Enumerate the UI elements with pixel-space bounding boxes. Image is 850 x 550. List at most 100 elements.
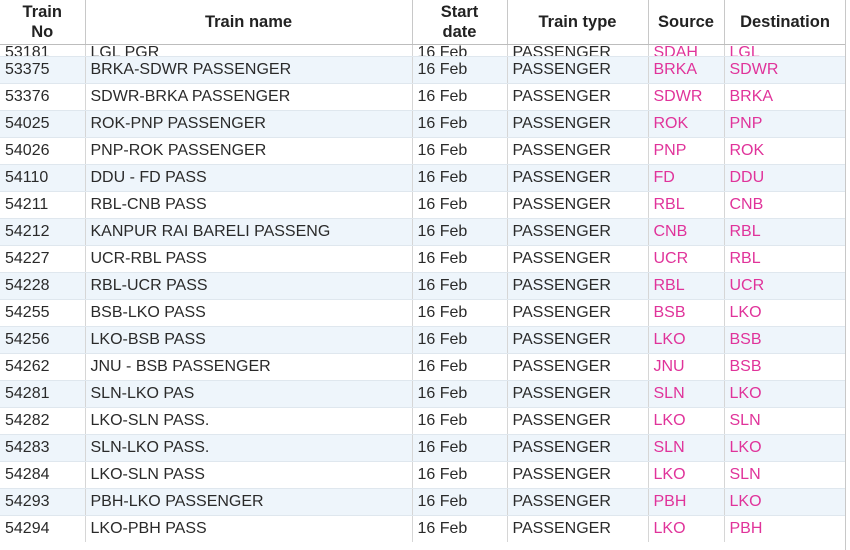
cell-train-name: RBL-CNB PASS — [85, 191, 413, 219]
cell-train-no: 54294 — [0, 515, 86, 542]
cell-start-date: 16 Feb — [412, 56, 508, 84]
cell-train-name: LKO-PBH PASS — [85, 515, 413, 542]
column-header-train-type[interactable]: Train type — [507, 0, 649, 45]
cell-start-date: 16 Feb — [412, 407, 508, 435]
cell-source: CNB — [648, 218, 725, 246]
table-row[interactable]: 54282 LKO-SLN PASS. 16 Feb PASSENGER LKO SLN — [0, 407, 845, 435]
table-row[interactable]: 54026 PNP-ROK PASSENGER 16 Feb PASSENGER PNP… — [0, 137, 845, 165]
cell-start-date: 16 Feb — [412, 380, 508, 408]
table-row[interactable]: 54284 LKO-SLN PASS 16 Feb PASSENGER LKO SLN — [0, 461, 845, 489]
cell-train-no: 54283 — [0, 434, 86, 462]
cell-start-date: 16 Feb — [412, 488, 508, 516]
table-row[interactable]: 54293 PBH-LKO PASSENGER 16 Feb PASSENGER PBH… — [0, 488, 845, 516]
cell-destination: ROK — [724, 137, 845, 165]
table-row[interactable]: 54228 RBL-UCR PASS 16 Feb PASSENGER RBL UCR — [0, 272, 845, 300]
cell-source: JNU — [648, 353, 725, 381]
cell-destination: SLN — [724, 461, 845, 489]
cell-start-date: 16 Feb — [412, 353, 508, 381]
table-row[interactable]: 53181 LGL PGR 16 Feb PASSENGER SDAH LGL — [0, 44, 845, 57]
cell-train-no: 54227 — [0, 245, 86, 273]
cell-destination: BRKA — [724, 83, 845, 111]
table-row[interactable]: 54110 DDU - FD PASS 16 Feb PASSENGER FD DDU — [0, 164, 845, 192]
table-row[interactable]: 54256 LKO-BSB PASS 16 Feb PASSENGER LKO BSB — [0, 326, 845, 354]
cell-train-type: PASSENGER — [507, 380, 649, 408]
cell-start-date: 16 Feb — [412, 164, 508, 192]
cell-source: FD — [648, 164, 725, 192]
cell-train-no: 54281 — [0, 380, 86, 408]
table-row[interactable]: 54025 ROK-PNP PASSENGER 16 Feb PASSENGER ROK… — [0, 110, 845, 138]
cell-train-no: 53376 — [0, 83, 86, 111]
cell-destination: PNP — [724, 110, 845, 138]
cell-source: SDAH — [648, 44, 725, 57]
cell-start-date: 16 Feb — [412, 218, 508, 246]
cell-train-type: PASSENGER — [507, 488, 649, 516]
table-row[interactable]: 54255 BSB-LKO PASS 16 Feb PASSENGER BSB LKO — [0, 299, 845, 327]
column-header-destination[interactable]: Destination — [724, 0, 845, 45]
cell-destination: RBL — [724, 245, 845, 273]
cell-train-name: KANPUR RAI BARELI PASSENG — [85, 218, 413, 246]
cell-source: SLN — [648, 380, 725, 408]
table-row[interactable]: 54294 LKO-PBH PASS 16 Feb PASSENGER LKO PBH — [0, 515, 845, 542]
cell-train-name: JNU - BSB PASSENGER — [85, 353, 413, 381]
cell-start-date: 16 Feb — [412, 191, 508, 219]
table-row[interactable]: 54211 RBL-CNB PASS 16 Feb PASSENGER RBL CNB — [0, 191, 845, 219]
table-row[interactable]: 54283 SLN-LKO PASS. 16 Feb PASSENGER SLN LKO — [0, 434, 845, 462]
cell-train-type: PASSENGER — [507, 110, 649, 138]
cell-train-no: 54228 — [0, 272, 86, 300]
cell-source: PBH — [648, 488, 725, 516]
table-body: 53181 LGL PGR 16 Feb PASSENGER SDAH LGL 53375 B… — [0, 44, 845, 542]
cell-start-date: 16 Feb — [412, 461, 508, 489]
cell-train-no: 54284 — [0, 461, 86, 489]
cell-train-type: PASSENGER — [507, 164, 649, 192]
cell-train-name: PBH-LKO PASSENGER — [85, 488, 413, 516]
table-row[interactable]: 53376 SDWR-BRKA PASSENGER 16 Feb PASSENGER S… — [0, 83, 845, 111]
cell-source: LKO — [648, 461, 725, 489]
cell-destination: BSB — [724, 353, 845, 381]
cell-train-name: LKO-BSB PASS — [85, 326, 413, 354]
cell-destination: LKO — [724, 488, 845, 516]
cell-train-name: DDU - FD PASS — [85, 164, 413, 192]
cell-train-no: 53181 — [0, 44, 86, 57]
cell-train-type: PASSENGER — [507, 56, 649, 84]
cell-source: UCR — [648, 245, 725, 273]
cell-destination: BSB — [724, 326, 845, 354]
cell-destination: LKO — [724, 299, 845, 327]
cell-destination: LKO — [724, 380, 845, 408]
cell-destination: LGL — [724, 44, 845, 57]
cell-start-date: 16 Feb — [412, 272, 508, 300]
column-header-train-name[interactable]: Train name — [85, 0, 413, 45]
cell-source: LKO — [648, 326, 725, 354]
column-header-source[interactable]: Source — [648, 0, 725, 45]
column-header-start-date[interactable]: Start date — [412, 0, 508, 45]
cell-train-type: PASSENGER — [507, 407, 649, 435]
cell-train-name: LGL PGR — [85, 44, 413, 57]
cell-train-no: 54293 — [0, 488, 86, 516]
cell-train-type: PASSENGER — [507, 461, 649, 489]
table-row[interactable]: 54212 KANPUR RAI BARELI PASSENG 16 Feb PASS… — [0, 218, 845, 246]
cell-start-date: 16 Feb — [412, 137, 508, 165]
table-row[interactable]: 54227 UCR-RBL PASS 16 Feb PASSENGER UCR RBL — [0, 245, 845, 273]
cell-train-name: PNP-ROK PASSENGER — [85, 137, 413, 165]
table-row[interactable]: 54281 SLN-LKO PAS 16 Feb PASSENGER SLN LKO — [0, 380, 845, 408]
cell-source: RBL — [648, 272, 725, 300]
cell-source: ROK — [648, 110, 725, 138]
cell-train-name: LKO-SLN PASS. — [85, 407, 413, 435]
cell-train-no: 53375 — [0, 56, 86, 84]
cell-train-type: PASSENGER — [507, 434, 649, 462]
column-header-train-no[interactable]: Train No — [0, 0, 86, 45]
cell-destination: DDU — [724, 164, 845, 192]
cell-train-no: 54262 — [0, 353, 86, 381]
cell-train-type: PASSENGER — [507, 83, 649, 111]
cell-start-date: 16 Feb — [412, 44, 508, 57]
cell-train-no: 54025 — [0, 110, 86, 138]
cell-train-type: PASSENGER — [507, 191, 649, 219]
cell-train-type: PASSENGER — [507, 326, 649, 354]
cell-train-no: 54256 — [0, 326, 86, 354]
cell-train-no: 54282 — [0, 407, 86, 435]
cell-train-name: SLN-LKO PAS — [85, 380, 413, 408]
table-header: Train No Train name Start date Train type … — [0, 0, 845, 45]
table-row[interactable]: 53375 BRKA-SDWR PASSENGER 16 Feb PASSENGER B… — [0, 56, 845, 84]
cell-train-no: 54026 — [0, 137, 86, 165]
table-row[interactable]: 54262 JNU - BSB PASSENGER 16 Feb PASSENGER J… — [0, 353, 845, 381]
